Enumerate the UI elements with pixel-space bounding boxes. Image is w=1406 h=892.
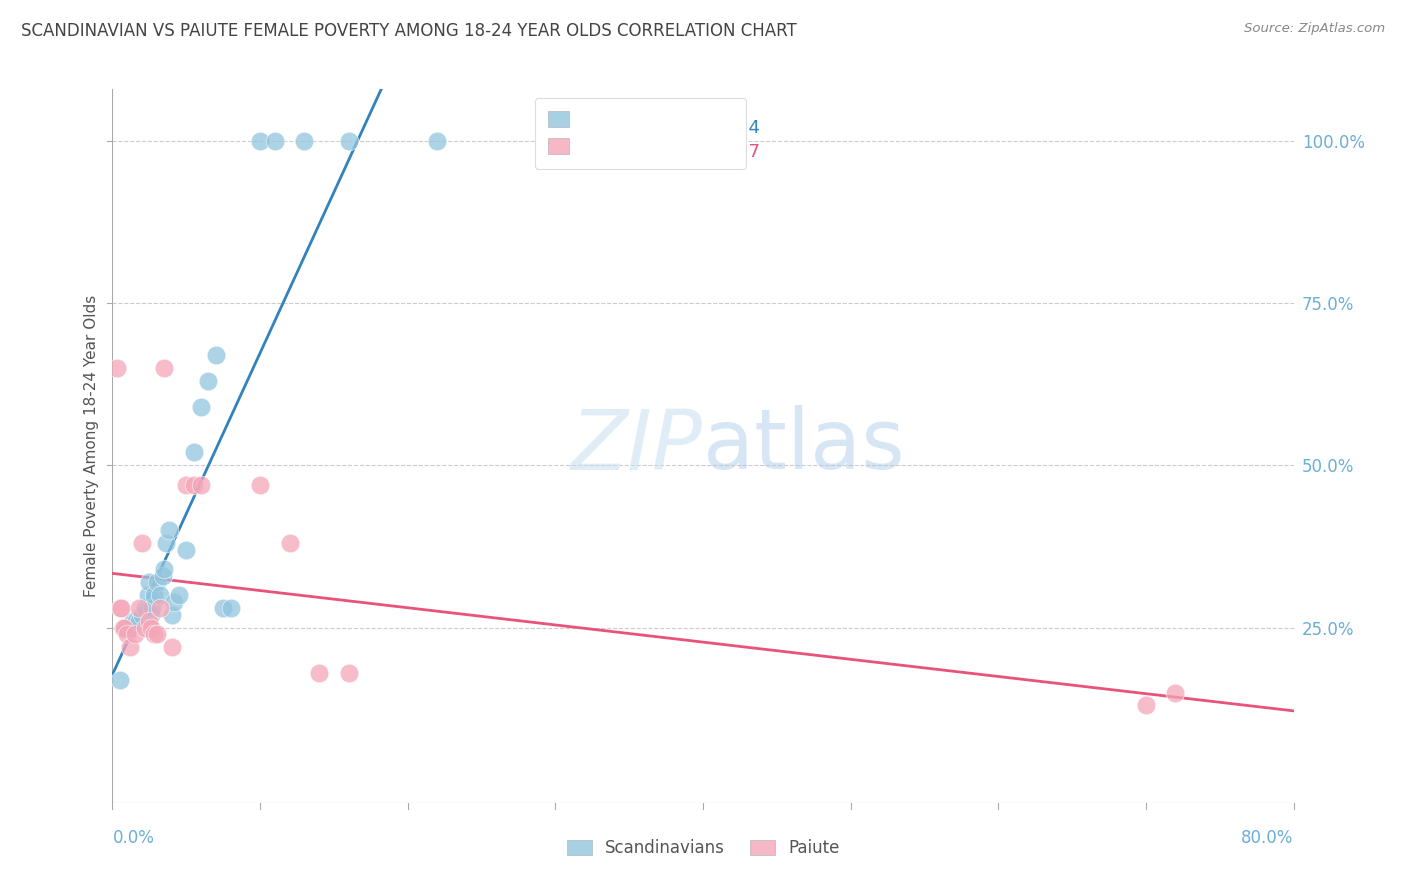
- Point: [152, 568, 174, 582]
- Point: [197, 374, 219, 388]
- Point: [141, 601, 163, 615]
- Point: [190, 478, 212, 492]
- Point: [426, 134, 449, 148]
- Point: [128, 601, 150, 615]
- Text: SCANDINAVIAN VS PAIUTE FEMALE POVERTY AMONG 18-24 YEAR OLDS CORRELATION CHART: SCANDINAVIAN VS PAIUTE FEMALE POVERTY AM…: [21, 22, 797, 40]
- Point: [131, 536, 153, 550]
- Point: [122, 614, 145, 628]
- Point: [337, 134, 360, 148]
- Text: N = 34: N = 34: [697, 120, 761, 137]
- Point: [110, 601, 132, 615]
- Point: [212, 601, 235, 615]
- Point: [155, 536, 177, 550]
- Point: [219, 601, 242, 615]
- Point: [183, 478, 205, 492]
- Point: [136, 588, 159, 602]
- Point: [337, 666, 360, 681]
- Point: [138, 614, 160, 628]
- Point: [249, 478, 271, 492]
- Point: [1135, 698, 1157, 713]
- Point: [108, 673, 131, 687]
- Point: [134, 621, 156, 635]
- Point: [308, 666, 330, 681]
- Point: [142, 627, 165, 641]
- Text: 0.0%: 0.0%: [112, 829, 155, 847]
- Legend: Scandinavians, Paiute: Scandinavians, Paiute: [558, 831, 848, 866]
- Point: [167, 588, 190, 602]
- Point: [105, 361, 128, 376]
- Point: [120, 621, 142, 635]
- Point: [149, 588, 172, 602]
- Point: [174, 478, 197, 492]
- Point: [264, 134, 287, 148]
- Point: [205, 348, 228, 362]
- Point: [160, 640, 183, 654]
- Point: [174, 542, 197, 557]
- Point: [146, 627, 169, 641]
- Point: [128, 614, 150, 628]
- Point: [131, 607, 153, 622]
- Point: [124, 627, 146, 641]
- Point: [157, 524, 180, 538]
- Y-axis label: Female Poverty Among 18-24 Year Olds: Female Poverty Among 18-24 Year Olds: [83, 295, 98, 597]
- Point: [139, 607, 162, 622]
- Text: R = 0.604: R = 0.604: [544, 120, 634, 137]
- Point: [153, 361, 176, 376]
- Point: [138, 575, 160, 590]
- Point: [117, 627, 138, 641]
- Text: N = 27: N = 27: [697, 143, 761, 161]
- Point: [160, 607, 183, 622]
- Point: [112, 621, 135, 635]
- Point: [1164, 685, 1187, 699]
- Point: [163, 595, 186, 609]
- Point: [134, 601, 156, 615]
- Point: [142, 588, 165, 602]
- Point: [190, 400, 212, 414]
- Point: [153, 562, 176, 576]
- Point: [108, 601, 131, 615]
- Text: 80.0%: 80.0%: [1241, 829, 1294, 847]
- Point: [139, 621, 162, 635]
- Text: ZIP: ZIP: [571, 406, 703, 486]
- Point: [146, 575, 169, 590]
- Text: atlas: atlas: [703, 406, 904, 486]
- Point: [278, 536, 301, 550]
- Point: [117, 621, 138, 635]
- Text: R = 0.303: R = 0.303: [544, 143, 634, 161]
- Point: [292, 134, 315, 148]
- Point: [249, 134, 271, 148]
- Text: Source: ZipAtlas.com: Source: ZipAtlas.com: [1244, 22, 1385, 36]
- Point: [111, 621, 134, 635]
- Point: [183, 445, 205, 459]
- Point: [125, 614, 148, 628]
- Point: [149, 601, 172, 615]
- Point: [120, 640, 142, 654]
